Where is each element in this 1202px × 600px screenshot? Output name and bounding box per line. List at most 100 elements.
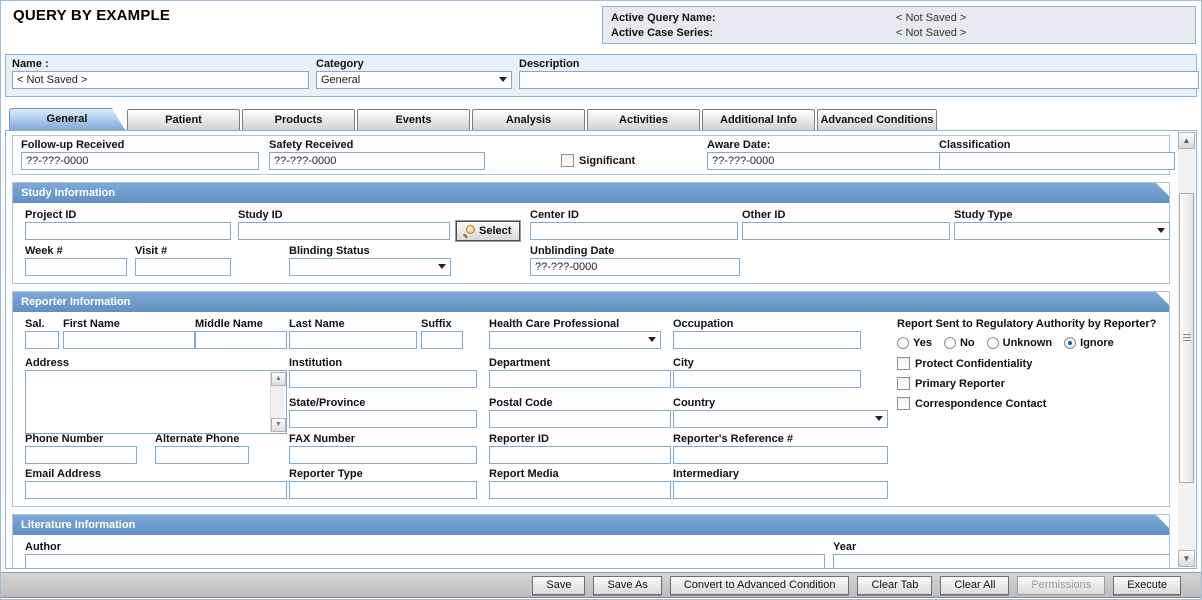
save-as-button[interactable]: Save As xyxy=(593,575,662,595)
phone-number-input[interactable] xyxy=(25,446,137,464)
protect-confidentiality-checkbox[interactable] xyxy=(897,357,910,370)
middle-name-label: Middle Name xyxy=(195,318,263,330)
salutation-label: Sal. xyxy=(25,318,45,330)
postal-code-label: Postal Code xyxy=(489,397,553,409)
tab-advanced-conditions[interactable]: Advanced Conditions xyxy=(817,109,937,130)
salutation-input[interactable] xyxy=(25,331,59,349)
category-value: General xyxy=(321,74,361,86)
fax-number-input[interactable] xyxy=(289,446,477,464)
radio-option-ignore[interactable]: Ignore xyxy=(1064,337,1114,349)
description-input[interactable] xyxy=(519,71,1199,89)
project-id-input[interactable] xyxy=(25,222,231,240)
content-scrollbar[interactable]: ▲ ▼ xyxy=(1178,132,1195,567)
active-case-series-label: Active Case Series: xyxy=(611,26,714,39)
scroll-down-icon[interactable]: ▼ xyxy=(1178,550,1195,567)
address-scrollbar[interactable]: ▲ ▼ xyxy=(270,372,286,432)
other-id-input[interactable] xyxy=(742,222,950,240)
tab-products[interactable]: Products xyxy=(242,109,355,130)
tab-events[interactable]: Events xyxy=(357,109,470,130)
clear-tab-button[interactable]: Clear Tab xyxy=(857,575,933,595)
report-sent-radio-group: Yes No Unknown Ignore xyxy=(897,337,1173,349)
center-id-label: Center ID xyxy=(530,209,579,221)
study-type-select[interactable] xyxy=(954,222,1170,240)
tab-additional-info[interactable]: Additional Info xyxy=(702,109,815,130)
chevron-down-icon xyxy=(875,416,883,421)
first-name-field: First Name xyxy=(63,318,195,349)
email-address-input[interactable] xyxy=(25,481,287,499)
scroll-up-icon[interactable]: ▲ xyxy=(1178,132,1195,149)
middle-name-input[interactable] xyxy=(195,331,287,349)
year-input[interactable] xyxy=(833,554,1169,568)
classification-input[interactable] xyxy=(939,152,1175,170)
query-name-input[interactable] xyxy=(12,71,309,89)
department-input[interactable] xyxy=(489,370,671,388)
execute-button[interactable]: Execute xyxy=(1113,575,1181,595)
clear-all-button[interactable]: Clear All xyxy=(940,575,1010,595)
institution-input[interactable] xyxy=(289,370,477,388)
study-information-section: Study Information Project ID Study ID Se… xyxy=(12,182,1170,284)
blinding-status-select[interactable] xyxy=(289,258,451,276)
study-id-input[interactable] xyxy=(238,222,450,240)
state-province-input[interactable] xyxy=(289,410,477,428)
permissions-button[interactable]: Permissions xyxy=(1017,575,1106,595)
last-name-input[interactable] xyxy=(289,331,417,349)
year-field: Year xyxy=(833,541,1169,568)
bottom-toolbar: Save Save As Convert to Advanced Conditi… xyxy=(1,572,1201,598)
radio-icon xyxy=(897,337,909,349)
author-input[interactable] xyxy=(25,554,825,568)
study-select-button[interactable]: Select xyxy=(456,221,521,241)
address-textarea[interactable]: ▲ ▼ xyxy=(25,370,287,434)
intermediary-field: Intermediary xyxy=(673,468,888,499)
hcp-select[interactable] xyxy=(489,331,661,349)
category-select[interactable]: General xyxy=(316,71,512,89)
reporter-reference-input[interactable] xyxy=(673,446,888,464)
fax-number-field: FAX Number xyxy=(289,433,477,464)
radio-option-unknown[interactable]: Unknown xyxy=(986,337,1052,349)
fax-number-label: FAX Number xyxy=(289,433,356,445)
safety-received-input[interactable] xyxy=(269,152,485,170)
primary-reporter-checkbox[interactable] xyxy=(897,377,910,390)
postal-code-input[interactable] xyxy=(489,410,671,428)
followup-received-input[interactable] xyxy=(21,152,259,170)
unblinding-date-input[interactable] xyxy=(530,258,740,276)
country-select[interactable] xyxy=(673,410,888,428)
occupation-input[interactable] xyxy=(673,331,861,349)
scrollbar-thumb[interactable] xyxy=(1179,193,1194,483)
tab-analysis[interactable]: Analysis xyxy=(472,109,585,130)
tab-general[interactable]: General xyxy=(9,108,125,130)
reporter-type-input[interactable] xyxy=(289,481,477,499)
significant-checkbox[interactable] xyxy=(561,154,574,167)
first-name-input[interactable] xyxy=(63,331,195,349)
author-label: Author xyxy=(25,541,62,553)
center-id-input[interactable] xyxy=(530,222,738,240)
reporter-reference-label: Reporter's Reference # xyxy=(673,433,794,445)
project-id-field: Project ID xyxy=(25,209,231,240)
general-tab-panel: Follow-up Received Safety Received Signi… xyxy=(5,130,1197,569)
tab-activities[interactable]: Activities xyxy=(587,109,700,130)
radio-option-yes[interactable]: Yes xyxy=(897,337,932,349)
alternate-phone-input[interactable] xyxy=(155,446,249,464)
suffix-input[interactable] xyxy=(421,331,463,349)
query-header-bar: Name : Category General Description xyxy=(5,54,1199,97)
week-number-input[interactable] xyxy=(25,258,127,276)
report-sent-label: Report Sent to Regulatory Authority by R… xyxy=(897,318,1157,330)
save-button[interactable]: Save xyxy=(532,575,586,595)
visit-number-input[interactable] xyxy=(135,258,231,276)
reporter-id-input[interactable] xyxy=(489,446,671,464)
last-name-field: Last Name xyxy=(289,318,417,349)
convert-to-advanced-condition-button[interactable]: Convert to Advanced Condition xyxy=(669,575,850,595)
report-media-input[interactable] xyxy=(489,481,671,499)
phone-number-field: Phone Number xyxy=(25,433,137,464)
intermediary-input[interactable] xyxy=(673,481,888,499)
first-name-label: First Name xyxy=(63,318,120,330)
study-select-button-label: Select xyxy=(479,225,512,237)
correspondence-contact-checkbox[interactable] xyxy=(897,397,910,410)
alternate-phone-label: Alternate Phone xyxy=(155,433,240,445)
radio-option-no[interactable]: No xyxy=(943,337,975,349)
aware-date-input[interactable] xyxy=(707,152,941,170)
tab-patient[interactable]: Patient xyxy=(127,109,240,130)
state-province-label: State/Province xyxy=(289,397,366,409)
scroll-up-icon[interactable]: ▲ xyxy=(271,372,286,386)
scroll-down-icon[interactable]: ▼ xyxy=(271,418,286,432)
city-input[interactable] xyxy=(673,370,861,388)
